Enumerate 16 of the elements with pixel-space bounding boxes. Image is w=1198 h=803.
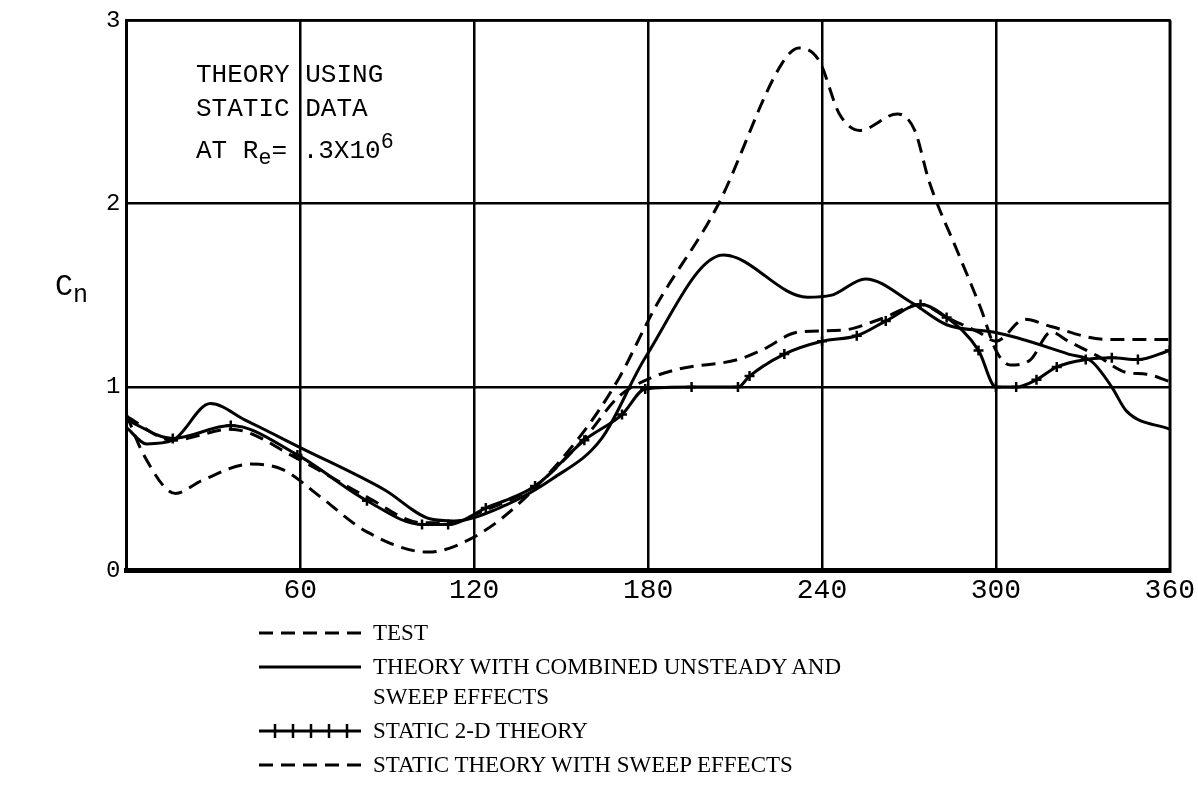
y-tick-label: 3 bbox=[106, 6, 121, 34]
legend-label: STATIC THEORY WITH SWEEP EFFECTS bbox=[373, 751, 794, 779]
legend-label: TEST bbox=[373, 619, 429, 647]
x-tick-label: 60 bbox=[283, 574, 318, 606]
y-tick-label: 1 bbox=[106, 373, 121, 401]
annotation: THEORY USING STATIC DATA AT R$_{e}$= .3X10$^{6}$ bbox=[196, 59, 395, 173]
x-tick-label: 120 bbox=[448, 574, 500, 606]
legend-label: STATIC 2-D THEORY bbox=[373, 717, 589, 745]
y-axis-title: C$_{n}$ bbox=[55, 270, 89, 310]
x-tick-label: 300 bbox=[970, 574, 1022, 606]
legend-label: THEORY WITH COMBINED UNSTEADY AND SWEEP EFFECTS bbox=[373, 653, 843, 711]
y-tick-label: 0 bbox=[106, 556, 121, 584]
x-tick-label: 240 bbox=[796, 574, 848, 606]
x-tick-label: 180 bbox=[622, 574, 674, 606]
x-tick-label: 360 bbox=[1144, 574, 1196, 606]
y-tick-label: 2 bbox=[106, 190, 121, 218]
